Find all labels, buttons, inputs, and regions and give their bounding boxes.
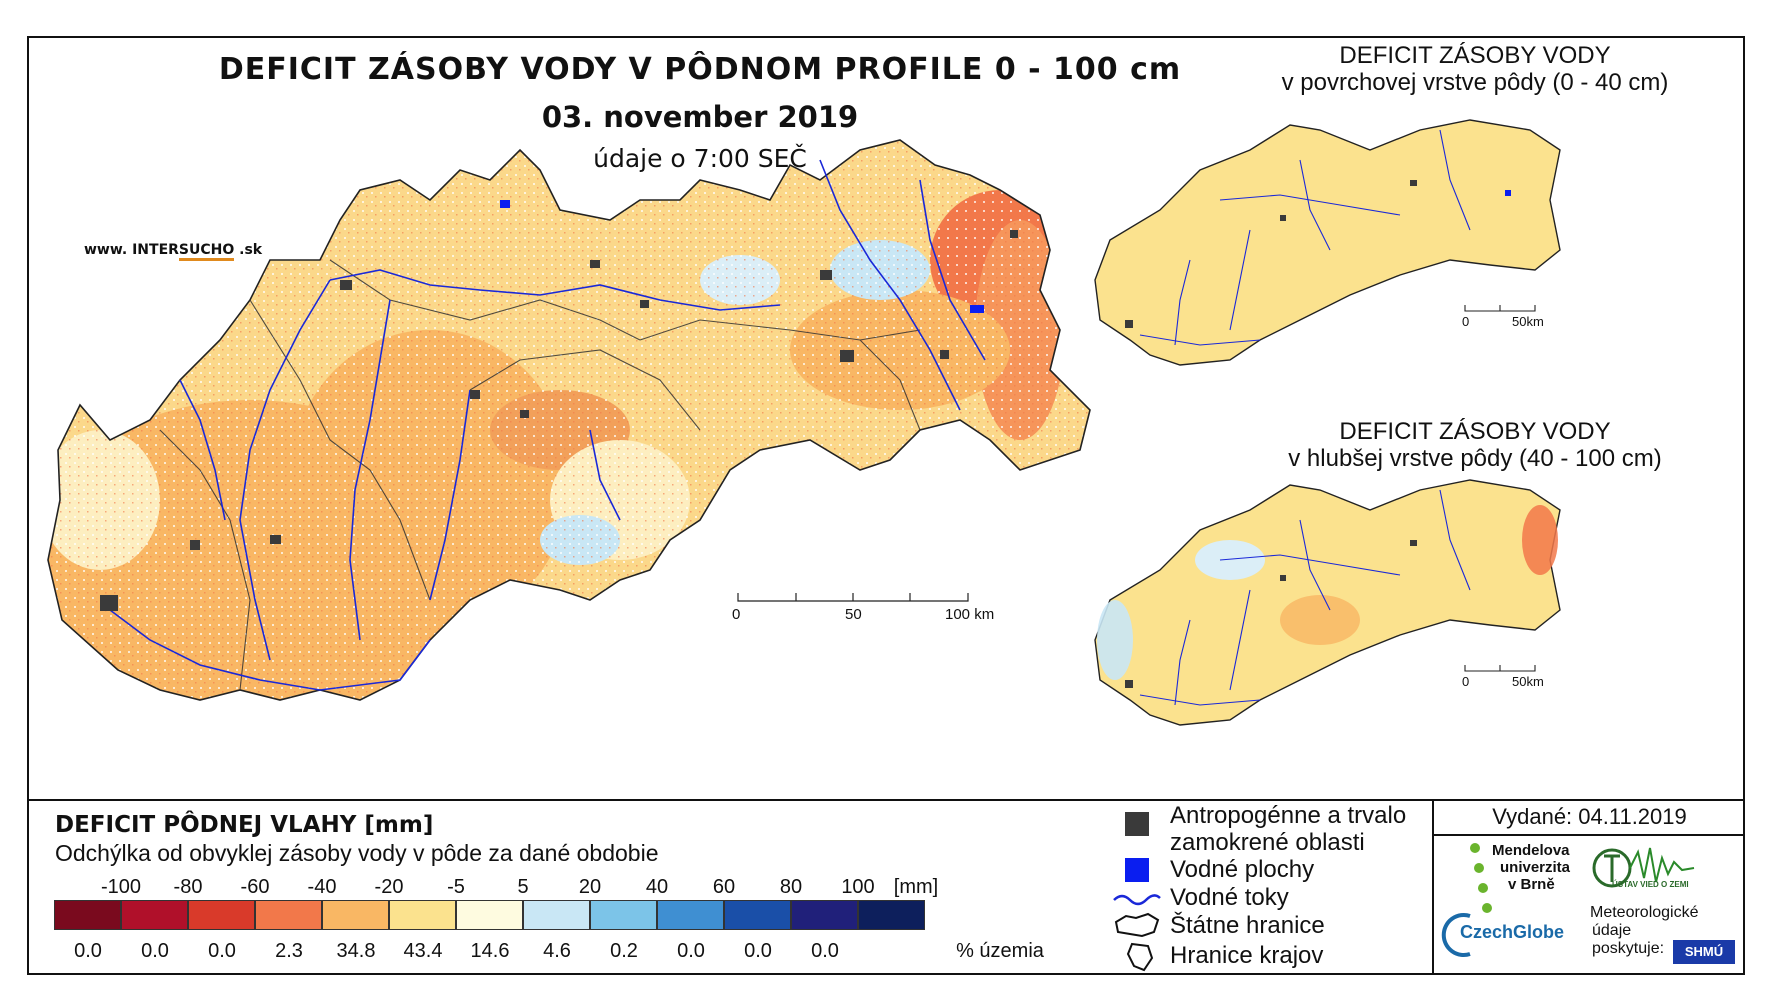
legend-swatch xyxy=(54,900,121,930)
legend-tick: 5 xyxy=(517,876,529,898)
region-border-label: Hranice krajov xyxy=(1170,942,1324,969)
legend-tick: 20 xyxy=(578,876,602,898)
legend-swatch xyxy=(724,900,791,930)
legend-swatch xyxy=(791,900,858,930)
legend-footer xyxy=(29,799,1743,975)
legend-tick: 60 xyxy=(712,876,736,898)
legend-percentage: 0.0 xyxy=(208,940,236,962)
legend-percentage: 0.0 xyxy=(744,940,772,962)
legend-percentage: 0.2 xyxy=(610,940,638,962)
legend-percentage: 0.0 xyxy=(74,940,102,962)
water-area-symbol xyxy=(1125,858,1149,882)
legend-swatch xyxy=(188,900,255,930)
map-date: 03. november 2019 xyxy=(541,100,859,134)
legend-swatch xyxy=(389,900,456,930)
river-label: Vodné toky xyxy=(1170,884,1289,911)
inset-bottom-title: DEFICIT ZÁSOBY VODY v hlubšej vrstve pôd… xyxy=(1288,418,1662,472)
legend-swatch xyxy=(657,900,724,930)
water-area-label: Vodné plochy xyxy=(1170,856,1315,883)
legend-tick: -40 xyxy=(307,876,337,898)
uvgz-logo-text: ÚSTAV VIED O ZEMI xyxy=(1612,880,1689,889)
issued-date: Vydané: 04.11.2019 xyxy=(1432,800,1745,836)
legend-percentage: 34.8 xyxy=(336,940,376,962)
czechglobe-logo-text: CzechGlobe xyxy=(1460,922,1565,942)
legend-percentage: 0.0 xyxy=(811,940,839,962)
main-map xyxy=(47,119,1561,726)
main-title: DEFICIT ZÁSOBY VODY V PÔDNOM PROFILE 0 -… xyxy=(218,52,1182,87)
legend-tick: -5 xyxy=(447,876,465,898)
legend-tick: 100 xyxy=(841,876,875,898)
inset-top-scale-0: 0 xyxy=(1462,314,1470,329)
legend-percentage: 2.3 xyxy=(275,940,303,962)
legend-swatch xyxy=(523,900,590,930)
inset-bottom-scale-0: 0 xyxy=(1462,674,1470,689)
legend-tick: -60 xyxy=(240,876,270,898)
inset-top-scale-50: 50km xyxy=(1512,314,1544,329)
legend-swatch xyxy=(590,900,657,930)
legend-pct-label: % územia xyxy=(956,940,1044,962)
region-border-symbol xyxy=(1126,942,1154,972)
meteo-provider-text: Meteorologické údaje poskytuje: xyxy=(1590,904,1699,957)
legend-unit: [mm] xyxy=(893,876,939,898)
legend-swatch xyxy=(322,900,389,930)
mendel-logo-text: Mendelova univerzita v Brně xyxy=(1492,842,1571,893)
legend-percentage: 43.4 xyxy=(403,940,443,962)
state-border-symbol xyxy=(1114,912,1160,938)
legend-subtitle: Odchýlka od obvyklej zásoby vody v pôde … xyxy=(55,840,659,866)
legend-swatch xyxy=(255,900,322,930)
legend-tick: -100 xyxy=(100,876,142,898)
river-symbol xyxy=(1113,894,1161,906)
legend-tick: 80 xyxy=(779,876,803,898)
anthro-symbol xyxy=(1125,812,1149,836)
inset-map-top xyxy=(1094,119,1561,366)
map-frame xyxy=(27,36,1745,975)
data-time: údaje o 7:00 SEČ xyxy=(593,144,807,173)
legend-tick: 40 xyxy=(645,876,669,898)
main-scale-bar xyxy=(737,593,969,602)
legend-swatch xyxy=(858,900,925,930)
main-scale-label-50: 50 xyxy=(845,606,862,623)
state-border-label: Štátne hranice xyxy=(1170,912,1325,939)
legend-percentage: 0.0 xyxy=(141,940,169,962)
anthro-label: Antropogénne a trvalo zamokrené oblasti xyxy=(1170,802,1407,856)
logos-panel xyxy=(1432,834,1745,973)
inset-top-title: DEFICIT ZÁSOBY VODY v povrchovej vrstve … xyxy=(1281,42,1669,96)
legend-title: DEFICIT PÔDNEJ VLAHY [mm] xyxy=(55,812,434,838)
uvgz-logo-icon xyxy=(1592,847,1695,888)
legend-percentage: 0.0 xyxy=(677,940,705,962)
legend-percentage: 14.6 xyxy=(470,940,510,962)
inset-bottom-scale-50: 50km xyxy=(1512,674,1544,689)
inset-map-bottom xyxy=(1094,479,1561,726)
main-scale-label-0: 0 xyxy=(732,606,741,623)
intersucho-brand: www. INTERSUCHO .sk xyxy=(84,242,262,261)
legend-swatch xyxy=(121,900,188,930)
legend-tick: -80 xyxy=(173,876,203,898)
legend-swatch xyxy=(456,900,523,930)
mendel-dots-icon xyxy=(1470,843,1492,913)
shmu-logo: SHMÚ xyxy=(1673,940,1735,964)
legend-percentage: 4.6 xyxy=(543,940,571,962)
legend-tick: -20 xyxy=(374,876,404,898)
czechglobe-arc-icon xyxy=(1441,913,1471,957)
main-scale-label-100: 100 km xyxy=(945,606,995,623)
